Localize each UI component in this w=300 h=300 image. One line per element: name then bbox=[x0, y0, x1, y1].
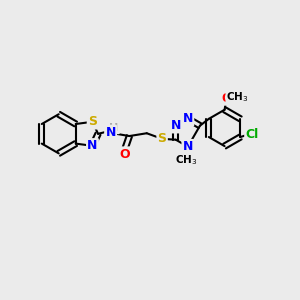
Text: N: N bbox=[183, 112, 193, 125]
Text: H: H bbox=[110, 123, 119, 133]
Text: CH$_3$: CH$_3$ bbox=[175, 153, 198, 167]
Text: S: S bbox=[88, 115, 97, 128]
Text: N: N bbox=[170, 119, 181, 132]
Text: N: N bbox=[183, 140, 193, 153]
Text: N: N bbox=[105, 126, 116, 139]
Text: Cl: Cl bbox=[245, 128, 259, 141]
Text: N: N bbox=[87, 139, 98, 152]
Text: O: O bbox=[221, 92, 231, 104]
Text: S: S bbox=[158, 132, 166, 145]
Text: CH$_3$: CH$_3$ bbox=[226, 91, 248, 104]
Text: O: O bbox=[119, 148, 130, 160]
